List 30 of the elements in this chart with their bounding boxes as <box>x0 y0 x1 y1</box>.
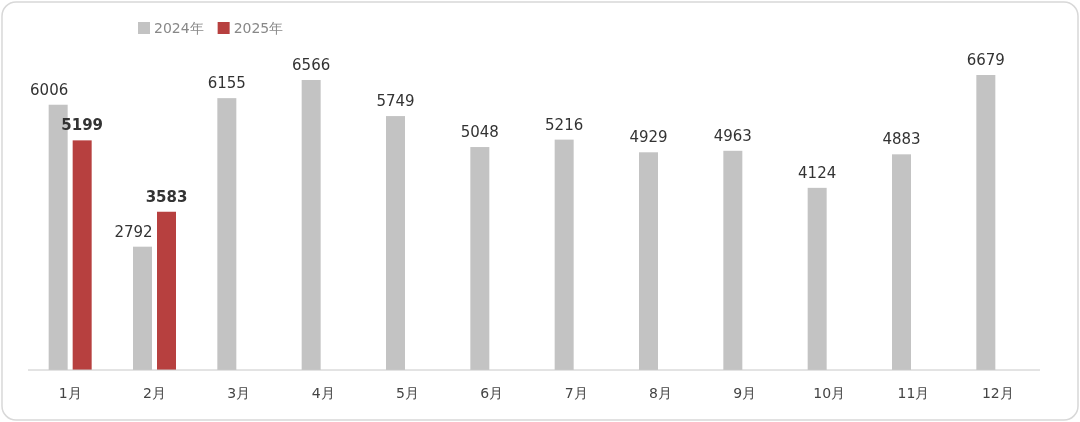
x-tick-label: 7月 <box>564 385 588 401</box>
bar <box>72 140 92 370</box>
data-label: 4883 <box>882 130 921 149</box>
x-tick-label: 3月 <box>227 385 251 401</box>
data-label: 4929 <box>629 128 668 147</box>
x-tick-label: 1月 <box>58 385 82 401</box>
data-label: 2792 <box>114 222 153 241</box>
data-label: 6006 <box>30 80 69 99</box>
data-label: 3583 <box>145 187 188 206</box>
legend-label: 2025年 <box>233 20 284 36</box>
x-tick-label: 9月 <box>733 385 757 401</box>
data-label: 6155 <box>207 74 246 93</box>
data-label: 6566 <box>292 55 331 74</box>
x-tick-label: 10月 <box>813 385 846 401</box>
x-tick-label: 2月 <box>143 385 166 401</box>
legend-label: 2024年 <box>154 20 204 36</box>
x-tick-label: 5月 <box>396 385 419 401</box>
x-tick-label: 11月 <box>897 385 930 401</box>
data-label: 5048 <box>460 123 499 142</box>
x-tick-label: 12月 <box>981 385 1014 401</box>
data-label: 6679 <box>966 51 1005 69</box>
x-tick-label: 4月 <box>311 385 335 401</box>
data-label: 4124 <box>798 163 837 182</box>
x-tick-label: 6月 <box>480 385 504 401</box>
data-label: 5749 <box>376 92 415 111</box>
data-label: 5216 <box>545 115 584 134</box>
data-label: 4963 <box>713 126 752 145</box>
bar <box>157 211 176 370</box>
data-label: 5199 <box>61 116 104 135</box>
x-tick-label: 8月 <box>649 385 672 401</box>
